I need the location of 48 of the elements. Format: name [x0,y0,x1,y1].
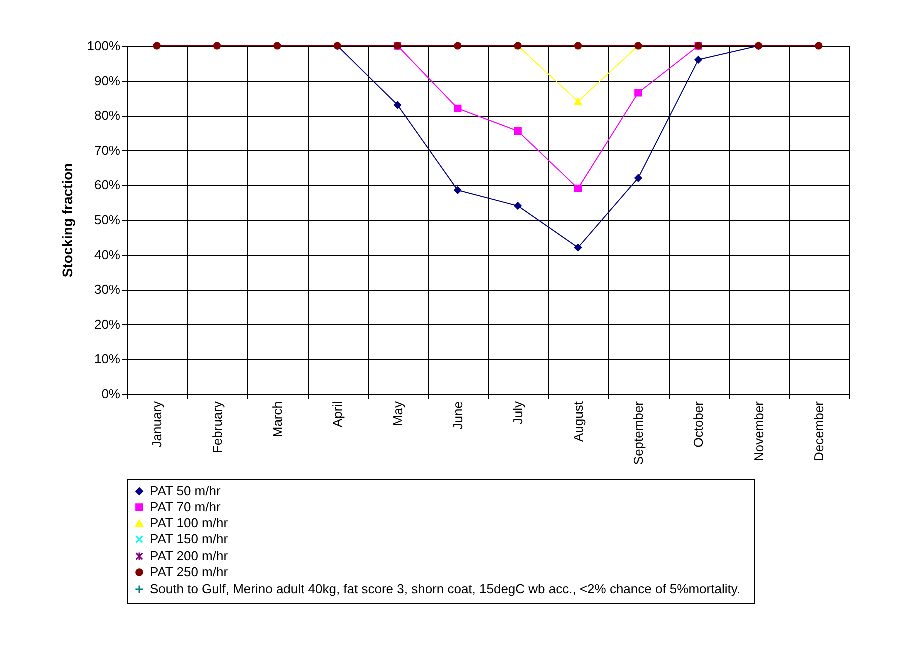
point [514,202,522,210]
y-tick-label: 90% [94,73,121,88]
x-tick-label: May [390,401,406,426]
legend-label: South to Gulf, Merino adult 40kg, fat score 3, shorn coat, 15degC wb acc., <2% chance of 5%mortality. [150,582,740,596]
point [454,42,462,50]
point [574,184,582,192]
legend-label: PAT 100 m/hr [150,516,229,530]
point [454,186,462,194]
point [574,244,582,252]
x-tick-label: December [811,400,826,462]
y-tick-label: 20% [94,316,121,332]
point [574,98,582,106]
x-tick-label: March [270,402,285,438]
y-tick-label: 60% [94,178,121,193]
y-axis-title: Stocking fraction [59,163,76,278]
point [514,127,522,136]
x-tick-label: September [630,400,646,466]
point [815,42,823,50]
x-tick-label: January [150,401,165,448]
y-tick-label: 80% [94,108,121,124]
point [634,174,642,182]
point [694,56,702,64]
legend-label: PAT 200 m/hr [150,548,229,564]
x-tick-label: April [330,401,346,428]
legend-label: PAT 150 m/hr [150,532,229,546]
point [634,89,642,97]
y-tick-label: 10% [94,352,121,367]
point [213,42,222,50]
x-tick-label: August [570,401,586,442]
point [574,42,582,50]
point [153,42,161,50]
y-tick-label: 100% [87,38,121,54]
point [394,101,402,109]
x-tick-label: February [210,401,225,454]
x-tick-label: June [450,402,466,430]
x-tick-label: July [510,401,526,425]
y-tick-label: 0% [102,386,121,402]
point [454,104,462,112]
y-tick-label: 50% [94,212,121,228]
legend-label: PAT 50 m/hr [150,484,222,498]
point [274,42,282,50]
y-tick-label: 40% [94,247,121,262]
x-tick-label: November [751,400,766,462]
legend-label: PAT 70 m/hr [150,500,222,514]
y-tick-label: 30% [94,282,121,298]
legend-label: PAT 250 m/hr [150,564,229,580]
y-tick-label: 70% [94,142,121,158]
x-tick-label: October [691,400,706,448]
